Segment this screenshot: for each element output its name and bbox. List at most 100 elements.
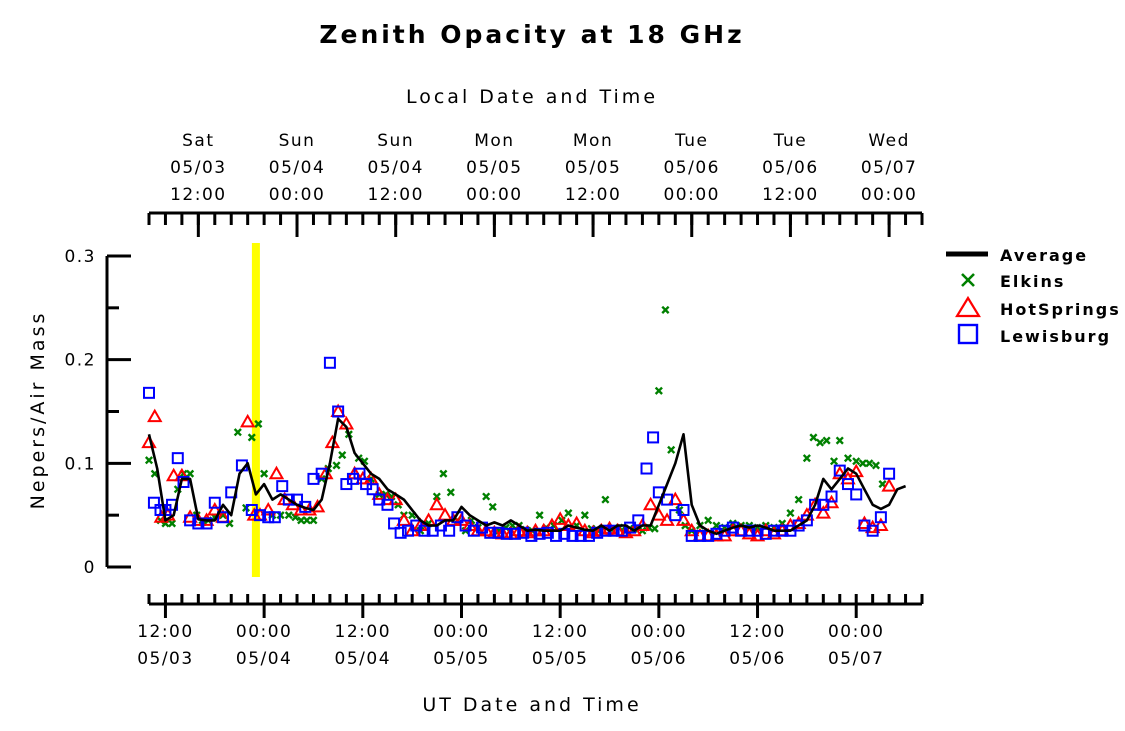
elkins-point-stroke <box>260 469 269 478</box>
lewisburg-point <box>743 524 756 537</box>
top-tick-day: Mon <box>573 131 613 151</box>
bottom-tick-date: 05/04 <box>335 649 392 669</box>
elkins-point-stroke <box>802 454 811 463</box>
legend-x-swatch <box>961 273 975 287</box>
top-tick-date: 05/04 <box>367 158 424 178</box>
lewisburg-point <box>467 524 480 537</box>
elkins-point-stroke <box>254 419 263 428</box>
lewisburg-point <box>841 478 854 491</box>
elkins-point <box>802 454 811 463</box>
elkins-point-stroke <box>835 436 844 445</box>
elkins-point <box>786 509 795 518</box>
elkins-point <box>233 428 242 437</box>
plot-series <box>141 305 907 542</box>
bottom-tick-date: 05/06 <box>729 649 786 669</box>
bottom-tick-time: 12:00 <box>532 622 589 642</box>
hotsprings-point <box>552 511 568 525</box>
bottom-tick-time: 12:00 <box>137 622 194 642</box>
lewisburg-point <box>574 529 587 542</box>
lewisburg-point <box>418 524 431 537</box>
lewisburg-point <box>566 529 579 542</box>
top-tick-date: 05/03 <box>170 158 227 178</box>
elkins-point-stroke <box>809 433 818 442</box>
top-tick-date: 05/07 <box>861 158 918 178</box>
bottom-tick-date: 05/05 <box>433 649 490 669</box>
lewisburg-point <box>677 503 690 516</box>
lewisburg-point <box>632 514 645 527</box>
top-tick-time: 12:00 <box>565 185 622 205</box>
elkins-point-stroke <box>815 438 825 447</box>
elkins-point <box>794 495 803 504</box>
top-axis: Sat 05/03 12:00 Sun 05/04 00:00 Sun 05/04 12:00 M… <box>147 131 924 237</box>
elkins-point-stroke <box>482 492 491 501</box>
lewisburg-point <box>323 356 336 369</box>
lewisburg-point <box>541 526 554 539</box>
lewisburg-point <box>809 498 822 511</box>
elkins-point <box>144 456 154 465</box>
elkins-point <box>338 450 347 460</box>
elkins-point-stroke <box>843 454 853 463</box>
elkins-point-stroke <box>488 502 497 511</box>
hotsprings-point <box>239 413 256 428</box>
top-tick-date: 05/06 <box>762 158 819 178</box>
elkins-point-stroke <box>580 511 589 520</box>
elkins-point-stroke <box>712 521 721 530</box>
elkins-point-stroke <box>822 436 831 445</box>
elkins-point <box>254 419 263 428</box>
elkins-point-stroke <box>332 461 341 470</box>
elkins-point <box>667 445 676 454</box>
elkins-point-stroke <box>667 445 676 454</box>
top-tick-time: 00:00 <box>861 185 918 205</box>
top-tick-day: Sat <box>182 131 214 151</box>
top-tick-day: Sun <box>377 131 414 151</box>
bottom-tick-date: 05/04 <box>236 649 293 669</box>
elkins-point-stroke <box>865 459 874 468</box>
legend-label: Elkins <box>1000 272 1065 291</box>
top-tick-time: 12:00 <box>367 185 424 205</box>
bottom-tick-date: 05/07 <box>828 649 885 669</box>
lewisburg-point <box>143 386 155 399</box>
elkins-point-stroke <box>661 305 670 314</box>
lewisburg-point <box>500 527 513 540</box>
elkins-point <box>247 433 256 442</box>
lewisburg-point <box>850 488 863 501</box>
y-tick-label: 0.3 <box>64 247 96 267</box>
hotsprings-point <box>429 496 445 511</box>
top-tick-time: 00:00 <box>663 185 720 205</box>
lewisburg-point <box>484 526 497 539</box>
lewisburg-point <box>817 498 830 511</box>
elkins-point-stroke <box>878 480 887 489</box>
elkins-point-stroke <box>309 516 318 525</box>
lewisburg-point <box>171 452 184 465</box>
hotsprings-point <box>182 509 198 523</box>
hotsprings-point <box>147 408 163 423</box>
elkins-point-stroke <box>144 456 154 465</box>
hotsprings-point <box>856 515 873 529</box>
elkins-point <box>446 488 455 497</box>
lewisburg-point <box>332 405 345 418</box>
top-tick-time: 00:00 <box>466 185 523 205</box>
lewisburg-point <box>800 514 813 527</box>
bottom-tick-time: 12:00 <box>335 622 392 642</box>
legend-triangle-swatch <box>955 295 981 318</box>
lewisburg-point <box>685 529 698 542</box>
elkins-point-stroke <box>829 457 839 466</box>
elkins-point <box>260 469 269 478</box>
top-tick-date: 05/04 <box>269 158 326 178</box>
lewisburg-point <box>366 483 379 496</box>
elkins-point <box>822 436 831 445</box>
elkins-point <box>432 492 441 501</box>
lewisburg-point <box>353 467 366 480</box>
lewisburg-point <box>718 524 731 537</box>
elkins-point-stroke <box>225 519 234 528</box>
elkins-point <box>843 454 853 463</box>
lewisburg-point <box>381 498 394 511</box>
top-tick-date: 05/05 <box>466 158 523 178</box>
elkins-point-stroke <box>535 511 544 520</box>
hotsprings-point <box>881 478 897 492</box>
elkins-point-stroke <box>794 495 803 504</box>
lewisburg-point <box>254 509 267 522</box>
top-axis-label: Local Date and Time <box>406 86 658 108</box>
bottom-tick-time: 00:00 <box>236 622 293 642</box>
legend-item-lewisburg: Lewisburg <box>957 323 1109 346</box>
